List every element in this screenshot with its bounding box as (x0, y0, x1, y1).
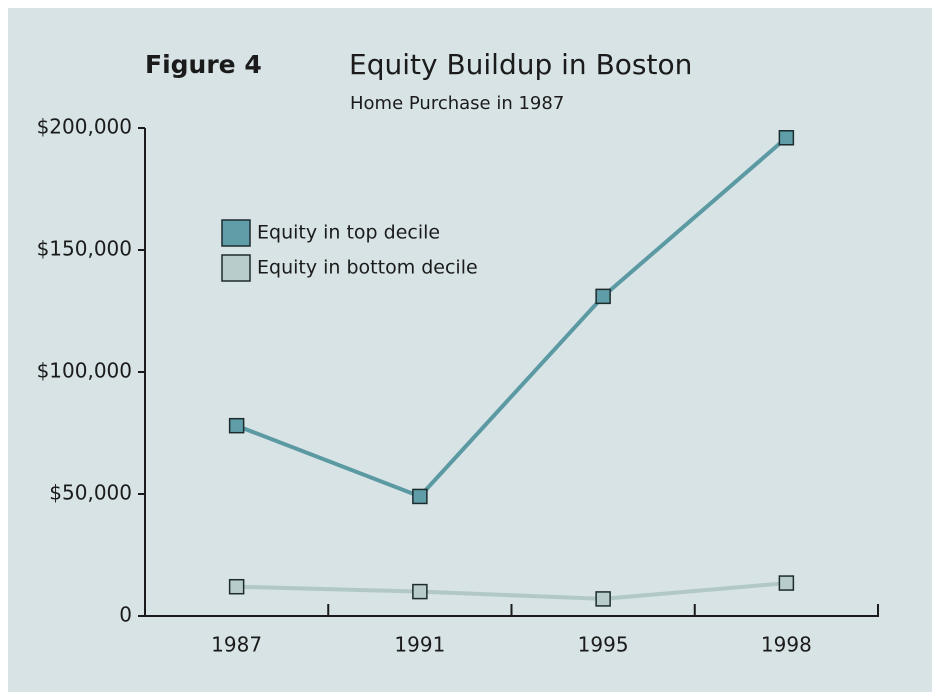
marker (228, 578, 245, 595)
marker (778, 575, 795, 591)
series-line (235, 136, 788, 499)
legend-swatch (221, 219, 251, 247)
x-tick-label: 1995 (578, 633, 629, 657)
background (8, 8, 932, 692)
marker (778, 130, 795, 146)
marker (228, 417, 245, 434)
figure-label: Figure 4 (145, 50, 262, 79)
y-tick-label: 0 (119, 603, 132, 627)
marker (412, 583, 428, 600)
chart-subtitle: Home Purchase in 1987 (350, 93, 564, 114)
marker (412, 488, 428, 505)
y-tick-label: $200,000 (37, 115, 132, 139)
y-tick-label: $100,000 (37, 359, 132, 383)
x-tick-label: 1998 (761, 633, 812, 657)
legend-label: Equity in bottom decile (257, 257, 478, 279)
y-tick-label: $150,000 (37, 237, 132, 261)
x-tick-label: 1991 (394, 633, 445, 657)
marker (595, 591, 611, 607)
legend-label: Equity in top decile (257, 222, 440, 244)
chart-title: Equity Buildup in Boston (349, 48, 692, 81)
marker (595, 288, 611, 305)
series-line (236, 581, 787, 601)
y-tick-label: $50,000 (49, 481, 132, 505)
legend-swatch (221, 254, 251, 282)
x-tick-label: 1987 (211, 633, 262, 657)
